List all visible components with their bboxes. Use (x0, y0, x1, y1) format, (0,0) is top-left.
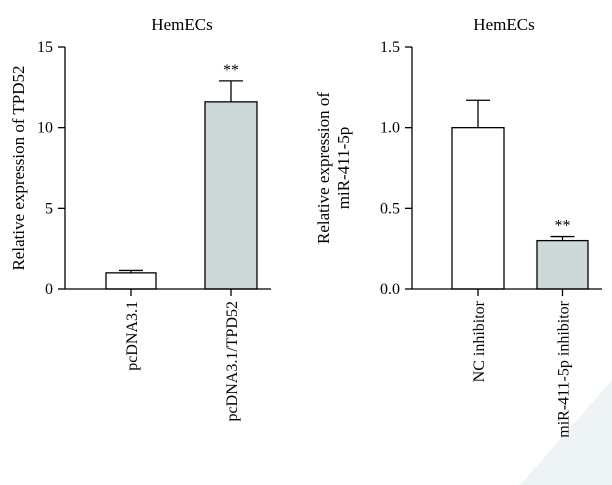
y-tick-label: 0.0 (380, 281, 400, 298)
y-axis-label-line-1: Relative expression of (314, 92, 333, 244)
chart-title: HemECs (151, 15, 212, 34)
significance-marker: ** (555, 218, 571, 235)
chart-panel-mir411: HemECs Relative expression of miR-411-5p… (314, 15, 602, 438)
x-category-label: pcDNA3.1 (124, 301, 141, 371)
chart-title: HemECs (473, 15, 534, 34)
y-tick-label: 1.0 (380, 120, 400, 137)
x-category-label: pcDNA3.1/TPD52 (224, 301, 241, 421)
y-tick-label: 10 (37, 120, 53, 137)
y-tick-label: 0.5 (380, 200, 400, 217)
bar-0 (452, 128, 504, 289)
plot-area: 0.0 0.5 1.0 1.5 NC inhibitor ** miR-411-5p inh… (380, 39, 602, 438)
y-axis-label-line-2: miR-411-5p (334, 127, 353, 209)
bar-1 (205, 102, 257, 289)
chart-panel-tpd52: HemECs Relative expression of TPD52 0 5 10… (9, 15, 271, 421)
bar-0 (106, 273, 156, 289)
y-tick-label: 1.5 (380, 39, 400, 56)
plot-area: 0 5 10 15 pcDNA3.1 ** pcDNA3.1/TPD52 (37, 39, 271, 421)
y-axis-label-line: Relative expression of TPD52 (9, 65, 28, 270)
y-tick-label: 0 (45, 281, 53, 298)
x-category-label: miR-411-5p inhibitor (556, 300, 573, 437)
y-axis-label: Relative expression of miR-411-5p (314, 92, 353, 244)
x-category-label: NC inhibitor (471, 300, 488, 382)
y-tick-label: 5 (45, 200, 53, 217)
y-axis-label: Relative expression of TPD52 (9, 65, 28, 270)
y-tick-label: 15 (37, 39, 53, 56)
significance-marker: ** (223, 62, 239, 79)
bar-1 (537, 241, 588, 289)
